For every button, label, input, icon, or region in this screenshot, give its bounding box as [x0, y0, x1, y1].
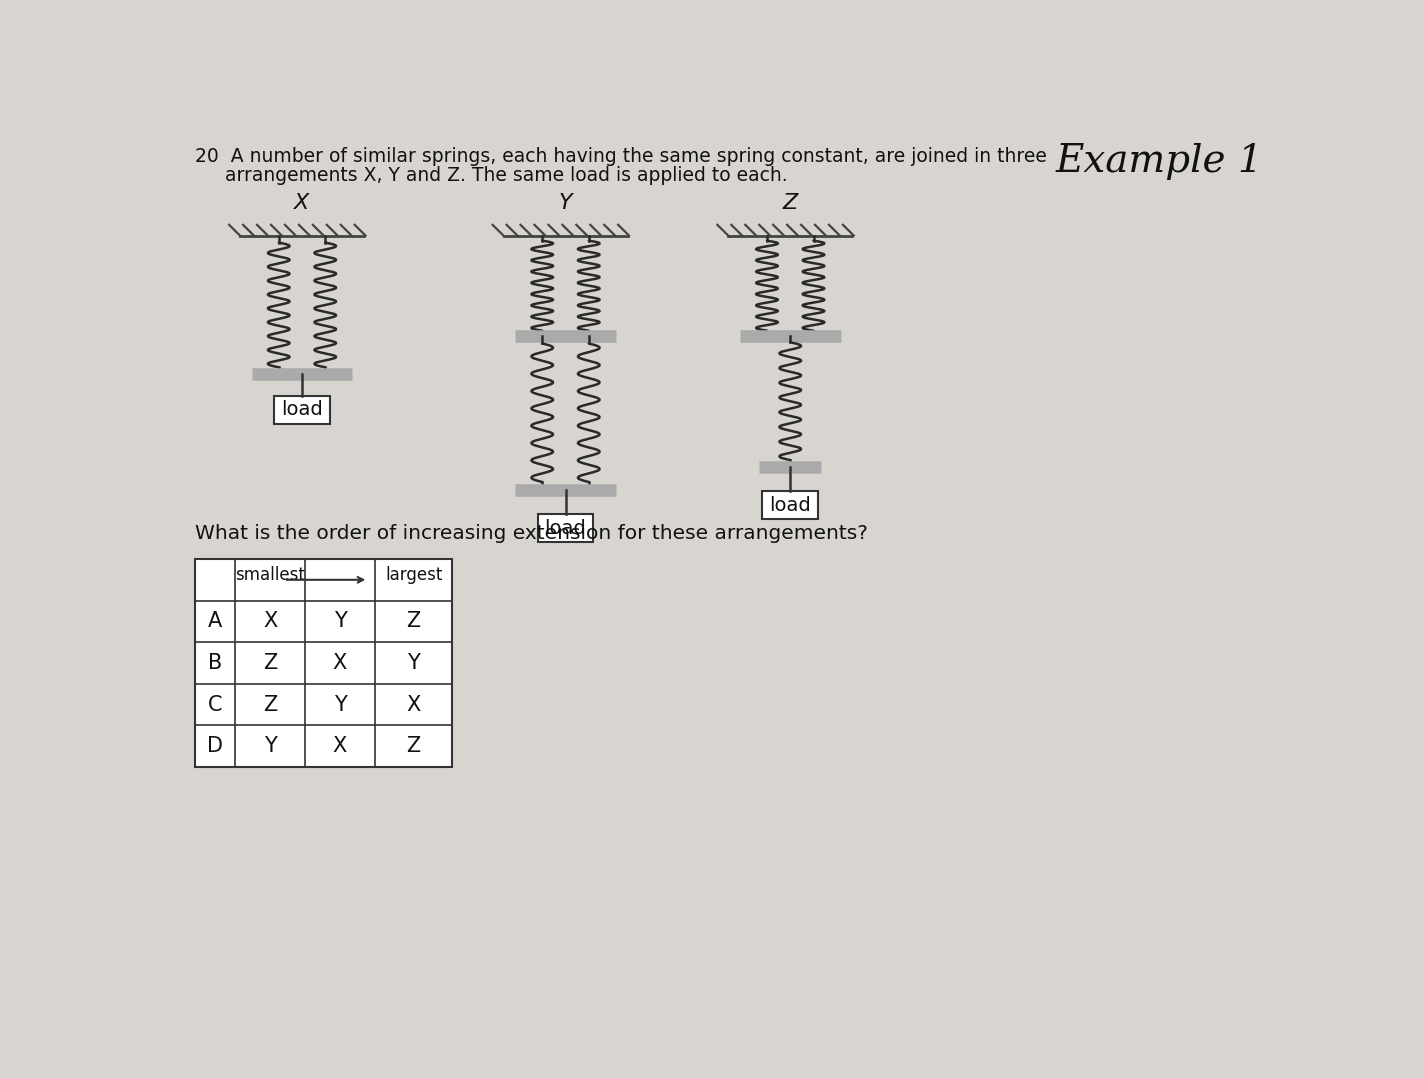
Text: load: load: [769, 496, 812, 514]
Text: Y: Y: [263, 736, 276, 756]
Text: Z: Z: [783, 193, 797, 212]
Text: load: load: [281, 400, 323, 419]
Text: X: X: [263, 611, 278, 632]
Text: B: B: [208, 653, 222, 673]
Text: Example 1: Example 1: [1055, 143, 1263, 180]
Text: X: X: [406, 694, 420, 715]
Text: A: A: [208, 611, 222, 632]
Text: What is the order of increasing extension for these arrangements?: What is the order of increasing extensio…: [195, 524, 867, 543]
FancyBboxPatch shape: [195, 559, 453, 766]
Text: Z: Z: [406, 611, 420, 632]
Text: Z: Z: [263, 694, 278, 715]
Text: C: C: [208, 694, 222, 715]
Text: smallest: smallest: [235, 566, 305, 584]
Text: largest: largest: [384, 566, 443, 584]
Text: Y: Y: [333, 694, 346, 715]
Text: load: load: [544, 519, 587, 538]
Text: Z: Z: [263, 653, 278, 673]
Text: D: D: [208, 736, 224, 756]
Text: X: X: [333, 736, 347, 756]
Text: Y: Y: [407, 653, 420, 673]
FancyBboxPatch shape: [538, 514, 594, 542]
Text: Y: Y: [558, 193, 572, 212]
Text: Y: Y: [333, 611, 346, 632]
Text: 20  A number of similar springs, each having the same spring constant, are joine: 20 A number of similar springs, each hav…: [195, 147, 1047, 166]
Text: Z: Z: [406, 736, 420, 756]
Text: X: X: [333, 653, 347, 673]
FancyBboxPatch shape: [273, 396, 330, 424]
FancyBboxPatch shape: [762, 492, 819, 519]
Text: X: X: [295, 193, 309, 212]
Text: arrangements X, Y and Z. The same load is applied to each.: arrangements X, Y and Z. The same load i…: [195, 166, 787, 185]
